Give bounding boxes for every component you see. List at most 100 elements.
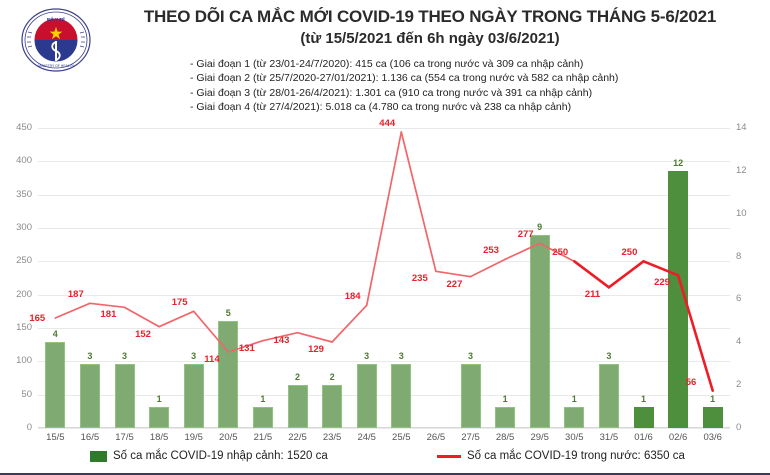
bar-value-label: 1	[260, 393, 266, 404]
ministry-of-health-logo-icon: BỘ Y TẾ MINISTRY OF HEALTH	[20, 8, 92, 72]
legend-bar-swatch-icon	[90, 450, 107, 462]
bar-imported-23-5[interactable]	[322, 385, 343, 428]
bar-imported-17-5[interactable]	[114, 363, 135, 428]
line-segment	[607, 260, 645, 289]
gridline	[38, 394, 730, 396]
x-tick-03-6: 03/6	[703, 432, 722, 443]
y-tick-right: 4	[736, 336, 742, 348]
bar-value-label: 3	[398, 350, 404, 361]
x-tick-23-5: 23/5	[322, 432, 342, 443]
line-segment	[365, 131, 403, 307]
gridline	[38, 428, 730, 429]
bar-series-layer: 4 3 3 1 3 5 1 2 2 3 3 3 1 9 1 3 1 12 1	[38, 128, 730, 428]
bar-value-label: 2	[329, 372, 335, 383]
bar-imported-31-5[interactable]	[598, 363, 619, 428]
y-tick-right: 14	[736, 122, 747, 133]
bar-imported-01-6[interactable]	[633, 406, 654, 428]
bar-value-label: 1	[640, 393, 646, 404]
bar-imported-27-5[interactable]	[460, 363, 481, 428]
svg-text:BỘ Y TẾ: BỘ Y TẾ	[47, 15, 65, 22]
gridline	[38, 194, 730, 196]
line-segment	[469, 258, 506, 278]
line-segment	[54, 302, 91, 319]
x-tick-19-5: 19/5	[184, 432, 203, 443]
y-tick-left: 350	[16, 188, 32, 200]
phase-line: - Giai đoạn 1 (từ 23/01-24/7/2020): 415 …	[190, 58, 584, 70]
x-tick-02-6: 02/6	[668, 432, 688, 443]
y-tick-right: 10	[736, 207, 747, 219]
domestic-cases-line	[54, 131, 715, 392]
line-segment	[123, 306, 160, 328]
bar-imported-02-6[interactable]	[668, 170, 689, 428]
line-value-label: 229	[654, 277, 670, 289]
line-segment	[400, 131, 437, 273]
y-tick-left: 200	[16, 288, 32, 300]
chart-legend: Số ca mắc COVID-19 nhập cảnh: 1520 ca Số…	[0, 448, 770, 470]
line-value-label: 56	[685, 376, 697, 388]
x-tick-15-5: 15/5	[46, 432, 65, 443]
svg-text:MINISTRY OF HEALTH: MINISTRY OF HEALTH	[38, 64, 74, 68]
line-segment	[262, 331, 299, 342]
x-tick-27-5: 27/5	[461, 432, 480, 443]
y-tick-right: 6	[736, 293, 742, 305]
x-tick-17-5: 17/5	[115, 432, 134, 443]
line-series-layer: 165 187 181 152 175 114 131 143 129 184 444 235 227 2…	[29, 118, 730, 428]
bar-value-label: 5	[225, 307, 231, 318]
line-value-label: 277	[517, 229, 534, 241]
line-segment	[296, 331, 333, 343]
x-axis-labels: 15/5 16/5 17/5 18/5 19/5 20/5 21/5 22/5 23/5 24/5…	[38, 432, 730, 446]
x-tick-24-5: 24/5	[357, 432, 376, 443]
line-value-label: 184	[344, 291, 361, 303]
bar-value-label: 12	[673, 157, 684, 168]
bar-value-label: 3	[467, 350, 473, 361]
bar-value-label: 3	[606, 350, 612, 361]
line-value-label: 165	[29, 313, 46, 324]
x-tick-29-5: 29/5	[530, 432, 549, 443]
phase-line: - Giai đoạn 3 (từ 28/01-26/4/2021): 1.30…	[190, 86, 593, 99]
line-value-label: 227	[446, 278, 463, 290]
bar-imported-15-5[interactable]	[45, 342, 66, 428]
gridlines	[38, 128, 730, 429]
x-tick-26-5: 26/5	[426, 432, 446, 443]
y-tick-left: 50	[21, 388, 32, 400]
x-tick-22-5: 22/5	[288, 432, 307, 443]
bar-imported-28-5[interactable]	[495, 406, 516, 428]
bar-imported-20-5[interactable]	[218, 320, 239, 428]
bar-imported-16-5[interactable]	[79, 363, 100, 428]
legend-item-domestic[interactable]: Số ca mắc COVID-19 trong nước: 6350 ca	[437, 450, 685, 462]
x-tick-30-5: 30/5	[565, 432, 584, 443]
gridline	[38, 294, 730, 296]
bar-imported-19-5[interactable]	[183, 363, 204, 428]
bar-imported-24-5[interactable]	[356, 363, 377, 428]
title-block: THEO DÕI CA MẮC MỚI COVID-19 THEO NGÀY T…	[100, 6, 760, 49]
bar-imported-25-5[interactable]	[391, 363, 412, 428]
bar-imported-30-5[interactable]	[564, 406, 585, 428]
bar-imported-21-5[interactable]	[252, 406, 273, 428]
bar-imported-18-5[interactable]	[149, 406, 170, 428]
y-tick-left: 400	[16, 155, 32, 167]
bar-imported-03-6[interactable]	[702, 406, 723, 428]
line-value-label: 129	[308, 344, 324, 355]
bar-value-label: 1	[571, 393, 577, 404]
x-tick-20-5: 20/5	[219, 432, 238, 443]
gridline	[38, 361, 730, 363]
y-tick-left: 250	[16, 255, 32, 267]
line-value-label: 187	[67, 289, 84, 301]
line-segment	[435, 270, 472, 278]
phase-summary-list: - Giai đoạn 1 (từ 23/01-24/7/2020): 415 …	[190, 57, 750, 115]
gridline	[38, 228, 730, 229]
line-value-label: 250	[552, 247, 569, 259]
bar-imported-22-5[interactable]	[287, 385, 308, 428]
line-segment	[642, 260, 680, 277]
bar-value-label: 3	[191, 350, 197, 361]
gridline	[38, 128, 730, 129]
line-segment	[158, 310, 195, 328]
x-tick-28-5: 28/5	[495, 432, 515, 443]
line-segment	[572, 260, 611, 289]
y-tick-right: 0	[736, 422, 742, 433]
legend-item-imported[interactable]: Số ca mắc COVID-19 nhập cảnh: 1520 ca	[90, 450, 328, 462]
bar-imported-29-5[interactable]	[529, 235, 550, 428]
bar-value-label: 3	[121, 350, 127, 361]
y-tick-left: 300	[16, 222, 32, 233]
gridline	[38, 328, 730, 329]
